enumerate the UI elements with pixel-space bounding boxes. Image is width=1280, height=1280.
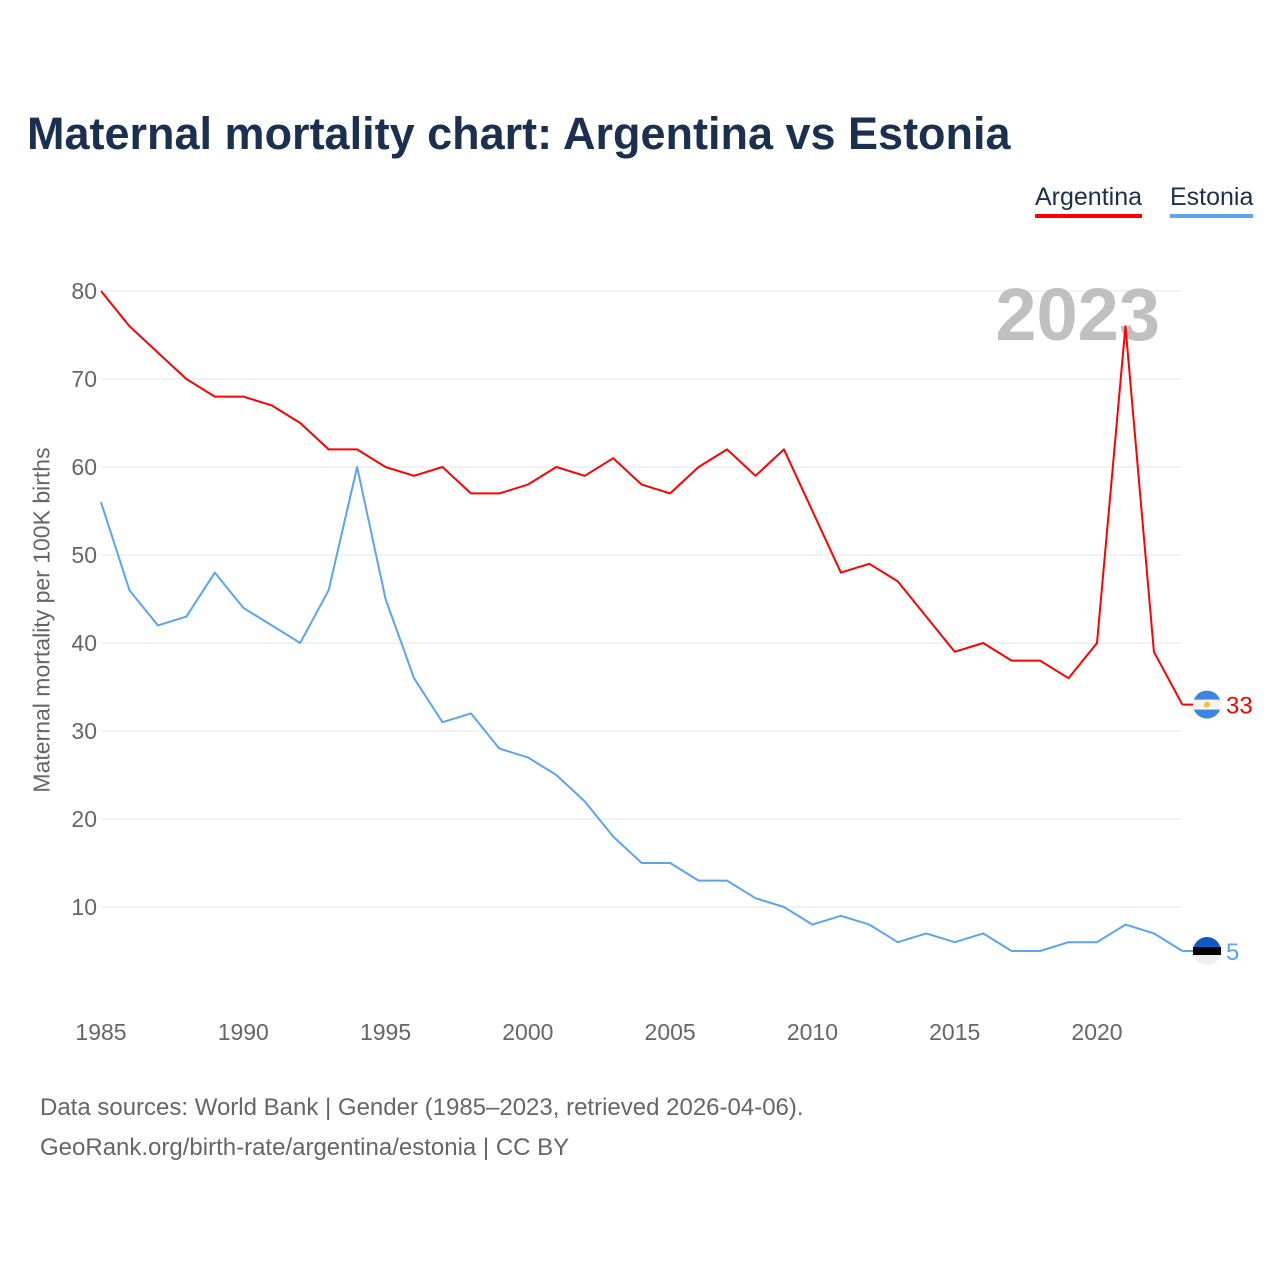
chart-title: Maternal mortality chart: Argentina vs E… (27, 108, 1011, 159)
legend-estonia[interactable]: Estonia (1170, 183, 1254, 218)
end-value-label-argentina: 33 (1226, 693, 1253, 720)
y-tick-label: 40 (71, 630, 97, 656)
y-tick-label: 60 (71, 454, 97, 480)
y-tick-label: 80 (71, 278, 97, 304)
y-tick-label: 30 (71, 718, 97, 744)
series-line-estonia (100, 466, 1183, 952)
y-tick-label: 10 (71, 894, 97, 920)
data-source: Data sources: World Bank | Gender (1985–… (40, 1094, 804, 1121)
y-tick-label: 70 (71, 366, 97, 392)
x-tick-label: 2005 (645, 1019, 696, 1045)
x-tick-label: 1985 (75, 1019, 126, 1045)
flag-stripe (1193, 947, 1221, 955)
x-tick-label: 1990 (218, 1019, 269, 1045)
footer: Data sources: World Bank | Gender (1985–… (40, 1088, 804, 1168)
x-tick-label: 2015 (929, 1019, 980, 1045)
x-tick-label: 2010 (787, 1019, 838, 1045)
x-tick-label: 1995 (360, 1019, 411, 1045)
end-value-label-estonia: 5 (1226, 939, 1239, 966)
x-tick-label: 2000 (502, 1019, 553, 1045)
flag-sun (1204, 701, 1210, 708)
series-line-argentina (100, 290, 1184, 706)
source-link[interactable]: GeoRank.org/birth-rate/argentina/estonia… (40, 1134, 570, 1161)
legend-argentina[interactable]: Argentina (1035, 183, 1143, 218)
year-watermark: 2023 (995, 273, 1160, 356)
y-tick-label: 50 (71, 542, 97, 568)
y-tick-label: 20 (71, 806, 97, 832)
x-tick-label: 2020 (1071, 1019, 1122, 1045)
